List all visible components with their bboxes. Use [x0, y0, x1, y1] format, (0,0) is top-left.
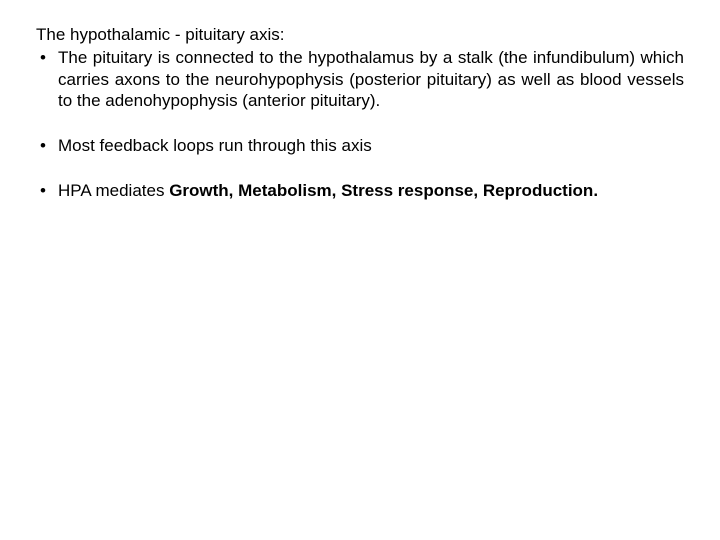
bullet-list: HPA mediates Growth, Metabolism, Stress …	[36, 180, 684, 201]
list-item: HPA mediates Growth, Metabolism, Stress …	[36, 180, 684, 201]
bullet-text: The pituitary is connected to the hypoth…	[58, 48, 684, 110]
bullet-list: Most feedback loops run through this axi…	[36, 135, 684, 156]
spacer	[36, 156, 684, 180]
bullet-list: The pituitary is connected to the hypoth…	[36, 47, 684, 111]
bullet-text-pre: HPA mediates	[58, 181, 169, 200]
slide-title: The hypothalamic - pituitary axis:	[36, 24, 684, 45]
bullet-text: Most feedback loops run through this axi…	[58, 136, 372, 155]
slide: The hypothalamic - pituitary axis: The p…	[0, 0, 720, 540]
list-item: Most feedback loops run through this axi…	[36, 135, 684, 156]
bullet-text-bold: Growth, Metabolism, Stress response, Rep…	[169, 181, 598, 200]
spacer	[36, 111, 684, 135]
list-item: The pituitary is connected to the hypoth…	[36, 47, 684, 111]
